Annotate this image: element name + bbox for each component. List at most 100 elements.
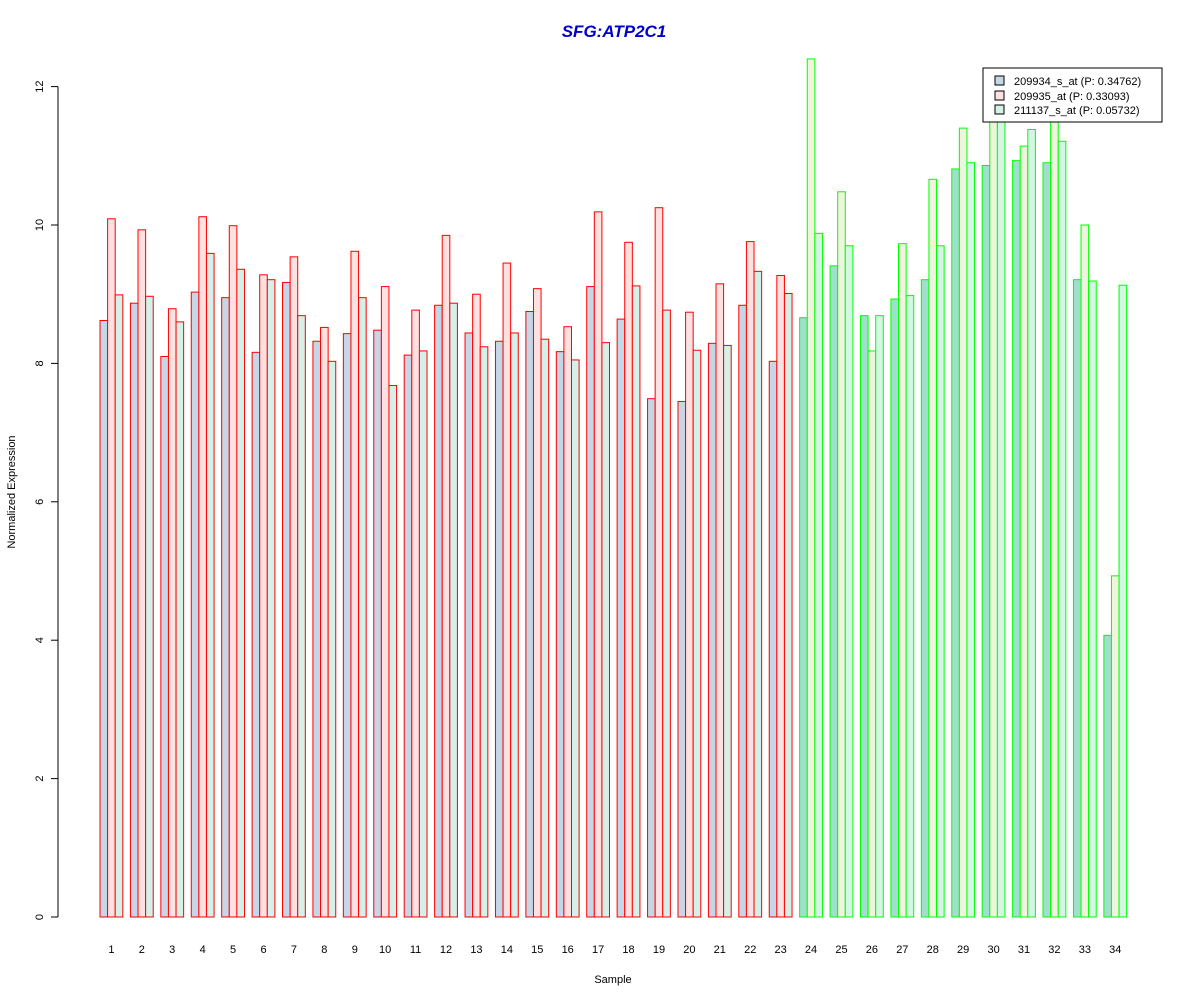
x-tick-label: 12 [440, 944, 452, 956]
bar-sample-13-series-3 [479, 346, 489, 918]
bar-sample-5-series-1 [221, 297, 230, 918]
bar-sample-32-series-1 [1042, 162, 1052, 918]
x-tick-label: 11 [410, 944, 421, 956]
bar-sample-1-series-1 [99, 320, 109, 918]
bar-sample-20-series-1 [677, 400, 687, 918]
bar-sample-15-series-3 [540, 338, 550, 918]
y-tick-label: 0 [34, 914, 46, 920]
legend-swatch-1 [994, 75, 1005, 86]
bar-sample-3-series-3 [175, 321, 185, 918]
bar-sample-7-series-1 [282, 281, 291, 918]
bar-sample-28-series-3 [936, 245, 945, 918]
x-tick-label: 25 [835, 944, 847, 956]
y-axis: 0 2 4 6 8 10 12 [34, 80, 59, 920]
bar-sample-26-series-1 [860, 315, 869, 918]
y-tick-label: 12 [34, 80, 46, 92]
bar-sample-30-series-2 [989, 115, 998, 918]
x-tick-label: 23 [775, 944, 787, 956]
y-axis-label: Normalized Expression [6, 435, 18, 548]
bar-sample-15-series-2 [532, 288, 542, 918]
bar-sample-34-series-1 [1103, 634, 1112, 918]
bar-sample-32-series-3 [1057, 140, 1067, 918]
x-tick-label: 1 [108, 944, 114, 956]
bar-sample-18-series-1 [616, 318, 626, 918]
bar-sample-21-series-3 [723, 344, 732, 918]
bar-sample-14-series-2 [502, 262, 512, 918]
bar-sample-34-series-3 [1118, 284, 1128, 918]
bar-sample-33-series-3 [1088, 280, 1097, 918]
bar-sample-4-series-1 [190, 291, 200, 918]
bar-sample-26-series-2 [867, 350, 877, 918]
x-tick-label: 29 [957, 944, 969, 956]
bar-sample-30-series-1 [981, 164, 991, 918]
bar-sample-11-series-2 [411, 309, 420, 918]
bar-sample-10-series-1 [373, 329, 382, 918]
x-tick-label: 15 [531, 944, 543, 956]
bar-sample-21-series-2 [715, 283, 725, 918]
bar-sample-25-series-1 [829, 265, 839, 918]
bar-sample-28-series-1 [920, 279, 930, 918]
bar-sample-9-series-2 [350, 250, 360, 918]
bar-sample-34-series-2 [1110, 575, 1120, 918]
bar-sample-27-series-2 [898, 243, 907, 918]
bar-sample-20-series-3 [692, 349, 702, 918]
bar-sample-17-series-1 [586, 286, 595, 918]
y-tick-label: 2 [34, 776, 46, 782]
bars-group [99, 58, 1128, 918]
bar-sample-2-series-3 [145, 295, 154, 918]
bar-sample-6-series-2 [259, 274, 268, 918]
legend: 209934_s_at (P: 0.34762) 209935_at (P: 0… [982, 67, 1163, 123]
legend-swatch-3 [994, 104, 1005, 115]
bar-sample-32-series-2 [1050, 115, 1059, 918]
bar-sample-23-series-3 [783, 293, 793, 918]
x-tick-label: 4 [200, 944, 206, 956]
x-tick-label: 8 [321, 944, 327, 956]
x-tick-label: 22 [744, 944, 756, 956]
x-tick-label: 28 [927, 944, 939, 956]
bar-sample-26-series-3 [875, 315, 884, 918]
bar-sample-23-series-1 [768, 360, 778, 918]
bar-sample-6-series-3 [266, 279, 276, 918]
bar-sample-17-series-2 [593, 211, 603, 918]
bar-sample-14-series-3 [510, 332, 519, 918]
bar-sample-9-series-1 [342, 333, 352, 918]
x-tick-label: 26 [866, 944, 878, 956]
x-tick-label: 27 [896, 944, 908, 956]
x-tick-label: 30 [987, 944, 999, 956]
bar-sample-20-series-2 [685, 311, 694, 918]
bar-sample-16-series-1 [555, 351, 565, 918]
x-tick-label: 18 [622, 944, 634, 956]
bar-sample-29-series-2 [958, 127, 968, 918]
bar-sample-5-series-3 [236, 268, 245, 918]
bar-sample-2-series-2 [137, 229, 147, 918]
x-tick-label: 13 [470, 944, 482, 956]
bar-sample-19-series-2 [654, 207, 664, 918]
bar-sample-24-series-2 [806, 58, 816, 918]
bar-sample-14-series-1 [494, 340, 504, 918]
bar-sample-18-series-3 [631, 285, 641, 918]
y-tick-label: 4 [34, 637, 46, 643]
bar-sample-21-series-1 [707, 342, 717, 918]
bar-sample-12-series-2 [441, 234, 451, 918]
bar-sample-8-series-2 [320, 326, 329, 918]
bar-sample-7-series-3 [297, 315, 306, 918]
bar-sample-22-series-2 [745, 241, 755, 918]
bar-sample-25-series-2 [837, 191, 846, 918]
bar-sample-3-series-1 [160, 355, 169, 918]
bar-sample-24-series-3 [814, 232, 823, 918]
bar-sample-29-series-1 [951, 168, 960, 918]
bar-sample-27-series-3 [905, 295, 915, 918]
bar-sample-17-series-3 [601, 342, 611, 918]
bar-sample-22-series-1 [738, 304, 747, 918]
bar-sample-10-series-2 [380, 286, 390, 918]
bar-sample-12-series-3 [449, 302, 458, 918]
legend-label-3: 211137_s_at (P: 0.05732) [1014, 105, 1140, 117]
y-tick-label: 8 [34, 360, 46, 366]
x-tick-label: 33 [1079, 944, 1091, 956]
x-tick-label: 19 [653, 944, 665, 956]
bar-sample-29-series-3 [966, 162, 976, 918]
y-tick-label: 10 [34, 219, 46, 231]
bar-sample-18-series-2 [624, 241, 633, 918]
x-tick-label: 2 [139, 944, 145, 956]
